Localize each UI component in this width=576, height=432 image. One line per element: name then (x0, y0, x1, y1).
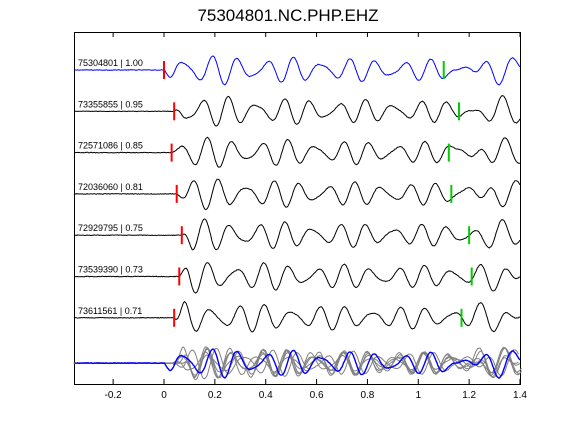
trace-line (74, 95, 521, 127)
trace-row: 75304801 | 1.00 (74, 55, 521, 86)
x-tick-label: 1.4 (513, 390, 527, 401)
x-tick-label: 0 (161, 390, 167, 401)
trace-line (74, 262, 521, 294)
trace-line (74, 55, 521, 86)
trace-label: 73539390 | 0.73 (78, 265, 143, 275)
trace-label: 72929795 | 0.75 (78, 223, 143, 233)
axes-frame (74, 32, 521, 385)
trace-row: 73611561 | 0.71 (75, 300, 520, 333)
trace-label: 73611561 | 0.71 (78, 306, 142, 316)
trace-label: 72571086 | 0.85 (78, 141, 143, 151)
x-tick-label: 0.8 (360, 390, 374, 401)
trace-row: 72036060 | 0.81 (74, 178, 521, 211)
x-tick-label: 0.2 (208, 390, 222, 401)
x-tick-label: 0.6 (310, 390, 324, 401)
trace-row: 73539390 | 0.73 (74, 262, 521, 294)
x-tick-label: 1 (416, 390, 422, 401)
trace-row: 73355855 | 0.95 (74, 95, 521, 127)
x-tick-label: -0.2 (105, 390, 123, 401)
chart-title: 75304801.NC.PHP.EHZ (197, 6, 379, 25)
trace-line (75, 136, 521, 168)
trace-row: 72571086 | 0.85 (75, 136, 521, 168)
trace-line (74, 178, 521, 211)
x-axis: -0.2 0 0.2 0.4 0.6 0.8 1 1.2 1.4 (105, 32, 527, 401)
trace-label: 72036060 | 0.81 (78, 182, 143, 192)
trace-label: 75304801 | 1.00 (78, 58, 143, 68)
trace-label: 73355855 | 0.95 (78, 99, 143, 109)
trace-line (75, 300, 520, 333)
x-tick-label: 0.4 (259, 390, 273, 401)
x-tick-label: 1.2 (462, 390, 476, 401)
trace-line (74, 218, 521, 251)
trace-row: 72929795 | 0.75 (74, 218, 521, 251)
stack-overlay (73, 346, 522, 381)
stack-reference-line (74, 348, 521, 379)
trace-group: 75304801 | 1.00 73355855 | 0.95 72571086 |… (73, 55, 522, 381)
